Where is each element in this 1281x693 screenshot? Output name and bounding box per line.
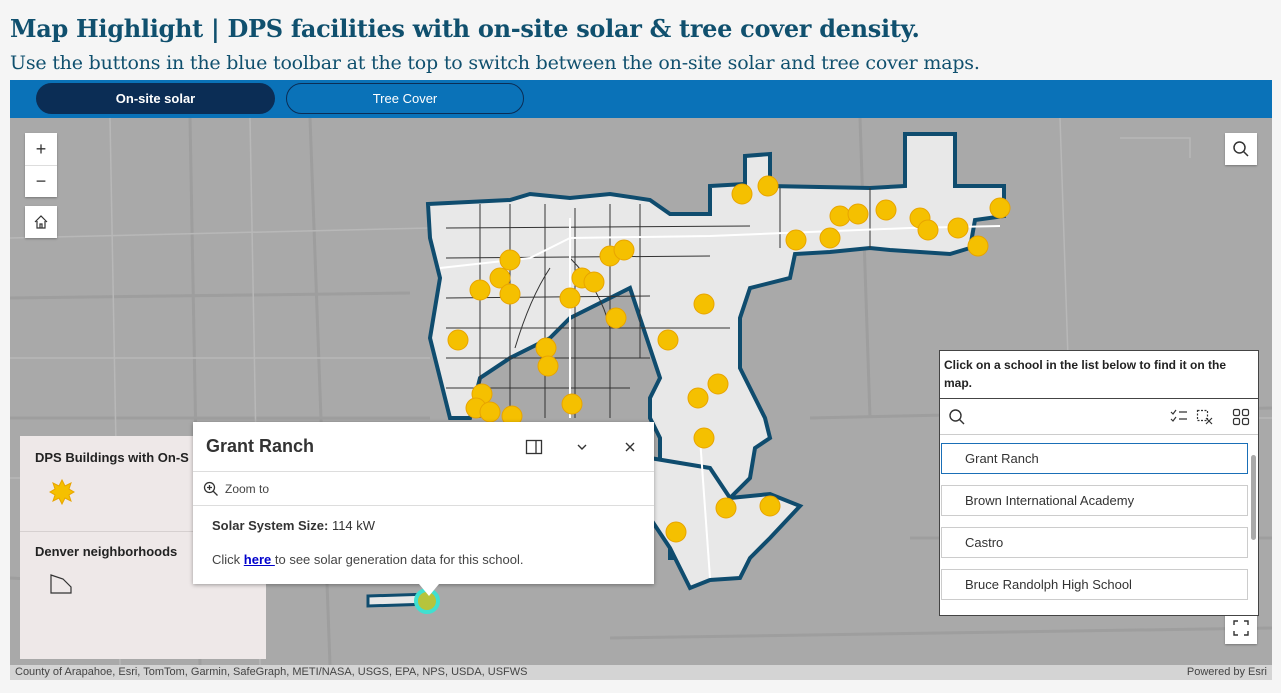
basemap <box>10 118 1272 665</box>
school-list-toolbar <box>940 399 1258 435</box>
solar-size-field: Solar System Size: 114 kW <box>212 518 375 533</box>
polygon-icon <box>50 574 72 594</box>
search-icon <box>949 409 965 425</box>
blue-toolbar: On-site solar Tree Cover <box>10 80 1272 118</box>
solar-data-link[interactable]: here <box>243 552 275 567</box>
fullscreen-button[interactable] <box>1225 612 1257 644</box>
checklist-icon <box>1170 409 1187 422</box>
select-all-button[interactable] <box>1170 408 1188 426</box>
zoom-out-button[interactable]: − <box>25 165 57 197</box>
solar-markers <box>447 175 1011 543</box>
map-search-button[interactable] <box>1225 133 1257 165</box>
fullscreen-icon <box>1233 620 1249 636</box>
search-icon <box>1233 141 1249 157</box>
solar-data-text: Click here to see solar generation data … <box>212 552 523 567</box>
chevron-down-icon <box>577 444 587 450</box>
popup-pointer <box>419 584 439 596</box>
list-search-button[interactable] <box>948 408 966 426</box>
clear-selection-icon <box>1196 409 1213 425</box>
home-icon <box>34 215 48 229</box>
map-attribution: County of Arapahoe, Esri, TomTom, Garmin… <box>10 665 1272 680</box>
zoom-to-label: Zoom to <box>225 482 270 496</box>
clear-selection-button[interactable] <box>1196 408 1214 426</box>
list-item-bruce-randolph[interactable]: Bruce Randolph High School <box>941 569 1248 600</box>
close-button[interactable] <box>619 436 641 458</box>
solar-size-value: 114 kW <box>328 518 376 533</box>
legend-section-solar: DPS Buildings with On-S <box>20 436 266 532</box>
zoom-to-action[interactable]: Zoom to <box>193 472 654 506</box>
powered-by-esri[interactable]: Powered by Esri <box>1186 666 1267 678</box>
denver-boundary <box>425 132 1006 560</box>
denver-boundary-southeast <box>648 455 804 591</box>
school-list-widget: Click on a school in the list below to f… <box>939 350 1259 616</box>
feature-popup: Grant Ranch Zoom to Solar System Size: 1… <box>193 422 654 596</box>
collapse-button[interactable] <box>571 436 593 458</box>
grid-icon <box>1232 408 1250 426</box>
list-item-castro[interactable]: Castro <box>941 527 1248 558</box>
legend-title-solar: DPS Buildings with On-S <box>35 450 189 465</box>
list-item-grant-ranch[interactable]: Grant Ranch <box>941 443 1248 474</box>
list-scrollbar[interactable] <box>1251 455 1256 540</box>
solar-star-icon <box>49 479 75 505</box>
page-subtitle: Use the buttons in the blue toolbar at t… <box>10 52 980 74</box>
popup-title: Grant Ranch <box>206 436 315 456</box>
zoom-in-icon <box>203 481 218 496</box>
page-title: Map Highlight | DPS facilities with on-s… <box>10 14 920 43</box>
solar-data-text-before: Click <box>212 552 244 567</box>
close-icon <box>625 442 635 452</box>
solar-data-text-after: to see solar generation data for this sc… <box>274 552 524 567</box>
legend-title-neighborhoods: Denver neighborhoods <box>35 544 178 559</box>
dock-button[interactable] <box>523 436 545 458</box>
popup-header: Grant Ranch <box>193 422 654 472</box>
tab-on-site-solar[interactable]: On-site solar <box>36 83 275 114</box>
list-item-brown-international[interactable]: Brown International Academy <box>941 485 1248 516</box>
school-list-instruction: Click on a school in the list below to f… <box>940 351 1258 399</box>
zoom-control: + − <box>25 133 57 197</box>
zoom-in-button[interactable]: + <box>35 138 47 159</box>
tab-tree-cover[interactable]: Tree Cover <box>286 83 524 114</box>
solar-size-label: Solar System Size: <box>212 518 329 533</box>
layout-toggle-button[interactable] <box>1232 408 1250 426</box>
dock-icon <box>525 439 543 455</box>
home-button[interactable] <box>25 206 57 238</box>
attribution-sources: County of Arapahoe, Esri, TomTom, Garmin… <box>15 666 528 678</box>
